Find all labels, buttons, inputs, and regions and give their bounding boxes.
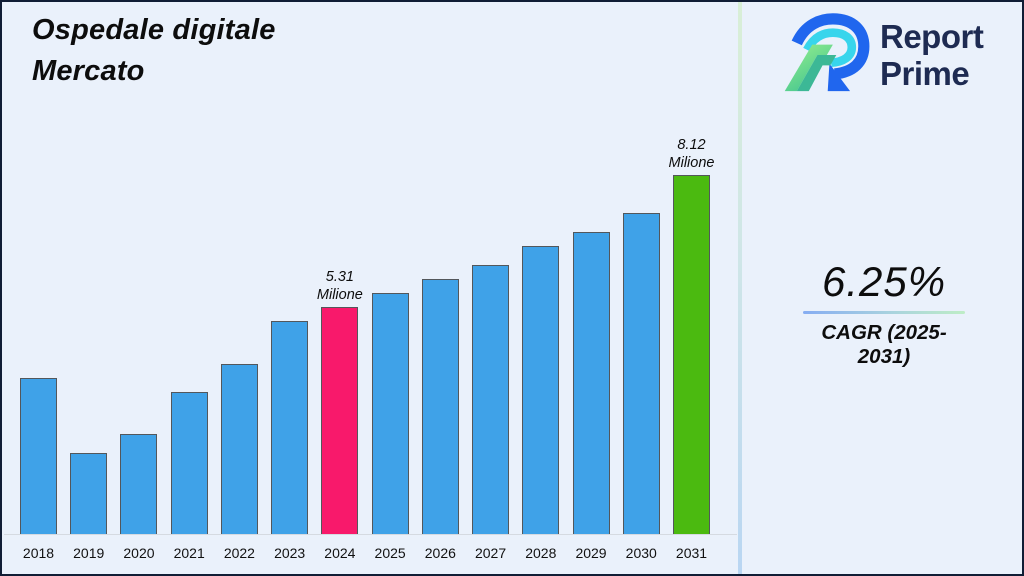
x-tick-2018: 2018	[22, 545, 55, 561]
bar-2025	[371, 293, 409, 534]
bar-2024	[321, 307, 359, 534]
x-tick-2026: 2026	[424, 545, 456, 561]
bar-2028	[522, 246, 560, 534]
x-tick-2019: 2019	[73, 545, 105, 561]
brand-block: Report Prime	[782, 12, 984, 98]
x-axis-line	[4, 534, 737, 535]
bar-2023	[271, 321, 309, 534]
bar-2019	[70, 453, 108, 534]
x-tick-2029: 2029	[575, 545, 607, 561]
x-tick-2023: 2023	[274, 545, 306, 561]
bar-2018	[20, 378, 57, 534]
cagr-label: CAGR (2025-2031)	[821, 321, 947, 368]
report-prime-logo-icon	[784, 13, 870, 92]
cagr-value: 6.25%	[821, 258, 947, 305]
page-title: Ospedale digitale Mercato	[32, 14, 276, 87]
bar-2021	[170, 392, 208, 534]
x-tick-2020: 2020	[123, 545, 155, 561]
x-tick-2021: 2021	[173, 545, 205, 561]
bar-2031	[672, 175, 710, 534]
bar-2027	[472, 265, 510, 534]
bar-value-label-2024: 5.31 Milione	[316, 269, 363, 303]
bar-value-label-2031: 8.12 Milione	[668, 137, 715, 171]
bar-2030	[622, 213, 660, 534]
x-tick-2030: 2030	[625, 545, 657, 561]
x-tick-2027: 2027	[474, 545, 507, 561]
x-tick-2022: 2022	[223, 545, 255, 561]
x-tick-2031: 2031	[675, 545, 708, 561]
bar-chart: 2018 2019 2020 2021 2022 2023 2024 5.31 Milione…	[2, 2, 739, 574]
bar-2026	[421, 279, 459, 534]
bar-2020	[120, 434, 158, 534]
cagr-block: 6.25% CAGR (2025-2031)	[798, 258, 970, 369]
bar-2022	[220, 364, 258, 534]
brand-name: Report Prime	[880, 18, 984, 92]
x-tick-2024: 2024	[324, 545, 356, 561]
vertical-divider	[738, 2, 742, 574]
x-tick-2025: 2025	[374, 545, 406, 561]
bar-2029	[572, 232, 610, 534]
cagr-underline	[803, 311, 965, 314]
x-tick-2028: 2028	[525, 545, 557, 561]
